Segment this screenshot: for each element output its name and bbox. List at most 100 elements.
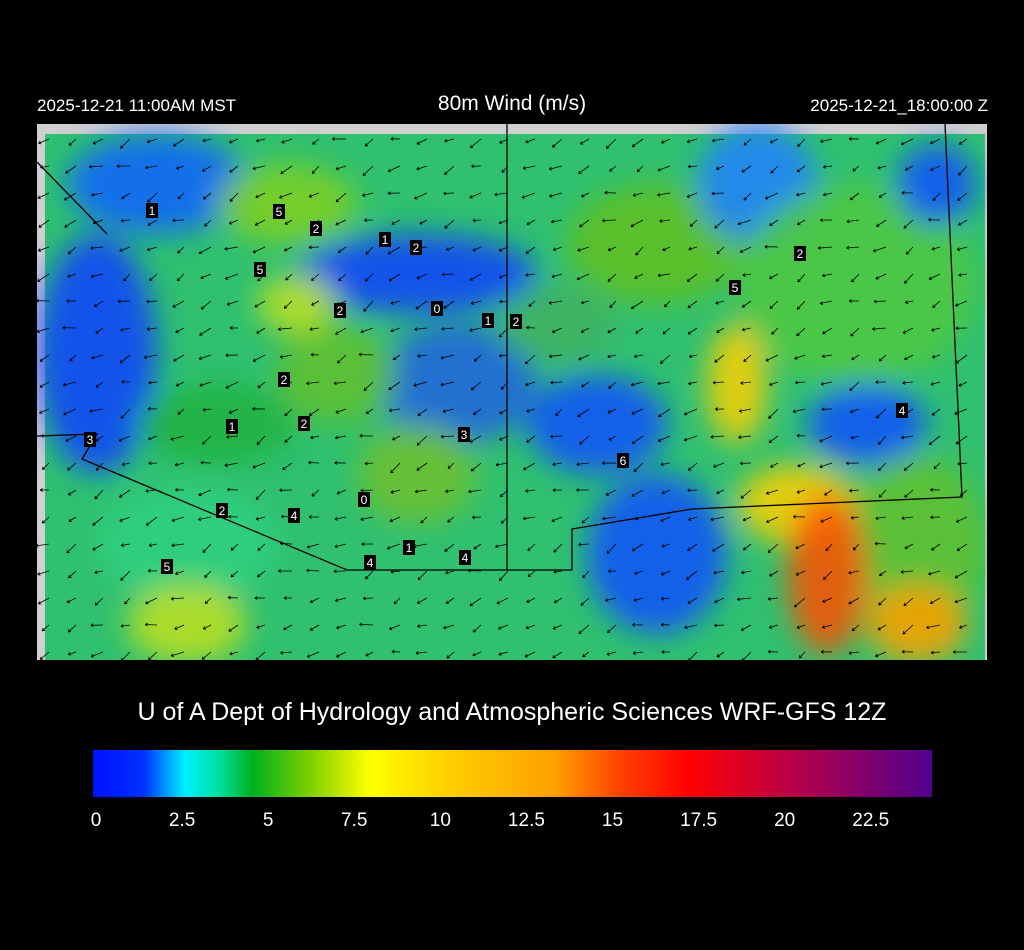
wind-arrow [199, 327, 212, 336]
wind-arrow [88, 164, 104, 169]
wind-arrow [767, 597, 779, 601]
wind-arrow [278, 569, 293, 573]
wind-arrow [576, 462, 590, 467]
wind-arrow [607, 327, 617, 334]
wind-arrow [500, 516, 509, 524]
wind-arrow [872, 246, 887, 253]
wind-arrow [740, 381, 752, 385]
wind-arrow [177, 246, 185, 254]
wind-arrow [743, 192, 752, 201]
wind-arrow [40, 165, 50, 169]
wind-arrow [170, 435, 185, 441]
wind-arrow [770, 462, 779, 468]
wind-arrow [148, 543, 158, 547]
wind-arrow [552, 462, 563, 467]
wind-arrow [390, 327, 401, 333]
svg-text:1: 1 [485, 314, 492, 328]
wind-arrow [41, 624, 50, 632]
wind-arrow [741, 300, 752, 308]
wind-arrow [175, 381, 185, 387]
wind-field-region [97, 484, 277, 604]
wind-arrow [440, 354, 455, 360]
wind-arrow [365, 570, 374, 580]
wind-arrow [931, 543, 941, 551]
wind-arrow [335, 408, 347, 414]
wind-arrow [524, 651, 536, 658]
wind-arrow [230, 570, 239, 578]
wind-arrow [202, 543, 212, 553]
wind-arrow [65, 165, 77, 174]
wind-arrow [393, 597, 401, 605]
wind-arrow [279, 354, 293, 359]
wind-arrow [254, 219, 266, 226]
wind-arrow [145, 489, 158, 493]
wind-arrow [279, 541, 293, 546]
wind-arrow [602, 218, 617, 223]
wind-arrow [118, 435, 131, 442]
wind-arrow [606, 543, 617, 554]
wind-arrow [743, 543, 752, 551]
wind-arrow [848, 136, 860, 141]
wind-arrow [769, 138, 779, 144]
wind-arrow [441, 327, 455, 331]
wind-arrow [499, 408, 509, 415]
station-wind-label: 2 [278, 372, 290, 387]
wind-arrow [90, 651, 104, 658]
wind-arrow [310, 435, 320, 440]
wind-arrow [851, 624, 860, 632]
wind-arrow [177, 192, 185, 200]
wind-arrow [741, 165, 752, 173]
wind-arrow [796, 300, 806, 310]
wind-arrow [661, 543, 671, 548]
wind-arrow [308, 192, 320, 198]
wind-arrow [119, 516, 131, 522]
svg-text:4: 4 [462, 551, 469, 565]
wind-arrow [823, 164, 833, 169]
wind-arrow [499, 489, 509, 498]
wind-arrow [334, 435, 347, 440]
wind-arrow [472, 218, 482, 223]
wind-arrow [173, 138, 185, 147]
wind-arrow [631, 543, 644, 552]
wind-arrow [846, 219, 860, 224]
wind-arrow [714, 219, 725, 229]
wind-arrow [123, 273, 131, 282]
wind-arrow [230, 543, 239, 551]
wind-arrow [94, 489, 104, 500]
wind-arrow [387, 191, 401, 196]
wind-arrow [797, 138, 806, 147]
wind-field-region [67, 134, 247, 234]
station-wind-label: 1 [146, 203, 158, 218]
wind-arrow [335, 597, 347, 602]
wind-arrow [68, 570, 77, 579]
wind-arrow [932, 354, 941, 359]
wind-arrow [877, 624, 887, 631]
wind-arrow [414, 489, 428, 494]
wind-arrow [850, 515, 860, 520]
wind-arrow [308, 460, 320, 465]
wind-arrow [737, 219, 752, 226]
wind-arrow [146, 246, 158, 252]
wind-arrow [851, 354, 860, 361]
wind-arrow [903, 273, 914, 284]
svg-text:1: 1 [229, 420, 236, 434]
wind-arrow [176, 273, 185, 282]
wind-arrow [877, 462, 887, 471]
wind-arrow [550, 219, 563, 224]
station-wind-label: 3 [458, 427, 470, 442]
wind-arrow [632, 622, 644, 627]
wind-arrow [445, 597, 455, 604]
wind-arrow [796, 489, 806, 494]
svg-text:5: 5 [732, 281, 739, 295]
wind-arrow [579, 138, 590, 145]
wind-arrow [741, 651, 752, 660]
wind-arrow [820, 218, 833, 223]
wind-arrow [711, 138, 725, 143]
wind-arrow [769, 381, 779, 386]
wind-arrow [226, 300, 239, 306]
wind-arrow [256, 624, 266, 629]
svg-text:5: 5 [257, 263, 264, 277]
wind-arrow [443, 191, 455, 196]
wind-arrow [552, 651, 563, 659]
wind-arrow [768, 624, 779, 629]
